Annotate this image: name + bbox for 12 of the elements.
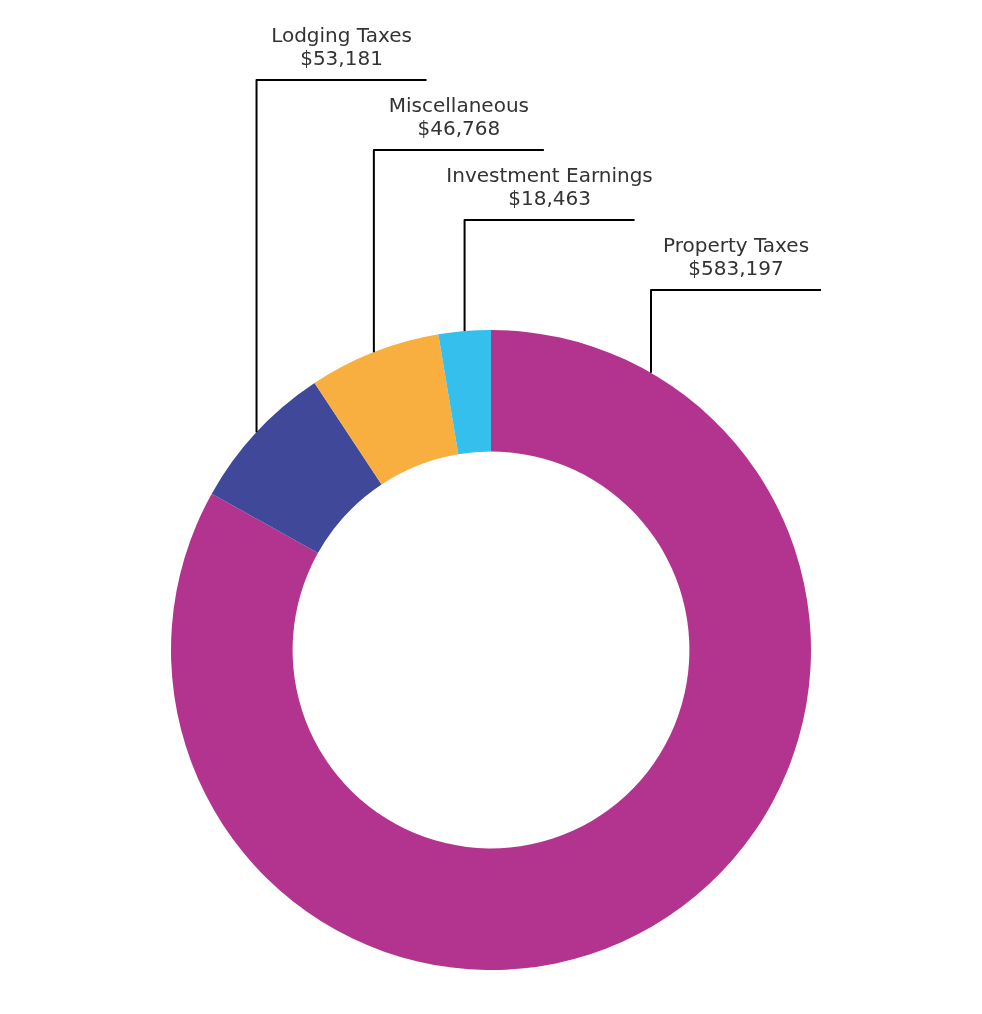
- slice-label: Lodging Taxes: [271, 23, 412, 47]
- data-label: $18,463: [508, 186, 591, 210]
- slice-label: Investment Earnings: [446, 163, 653, 187]
- donut-slice: [171, 330, 811, 970]
- data-label: $46,768: [417, 116, 501, 140]
- donut-slice: [438, 330, 491, 455]
- data-label: $53,181: [300, 46, 383, 70]
- slice-label: Miscellaneous: [388, 93, 529, 117]
- data-label: $583,197: [688, 256, 784, 280]
- slice-label: Property Taxes: [662, 233, 810, 257]
- donut-slice: [211, 383, 382, 554]
- donut-slice: [314, 334, 459, 485]
